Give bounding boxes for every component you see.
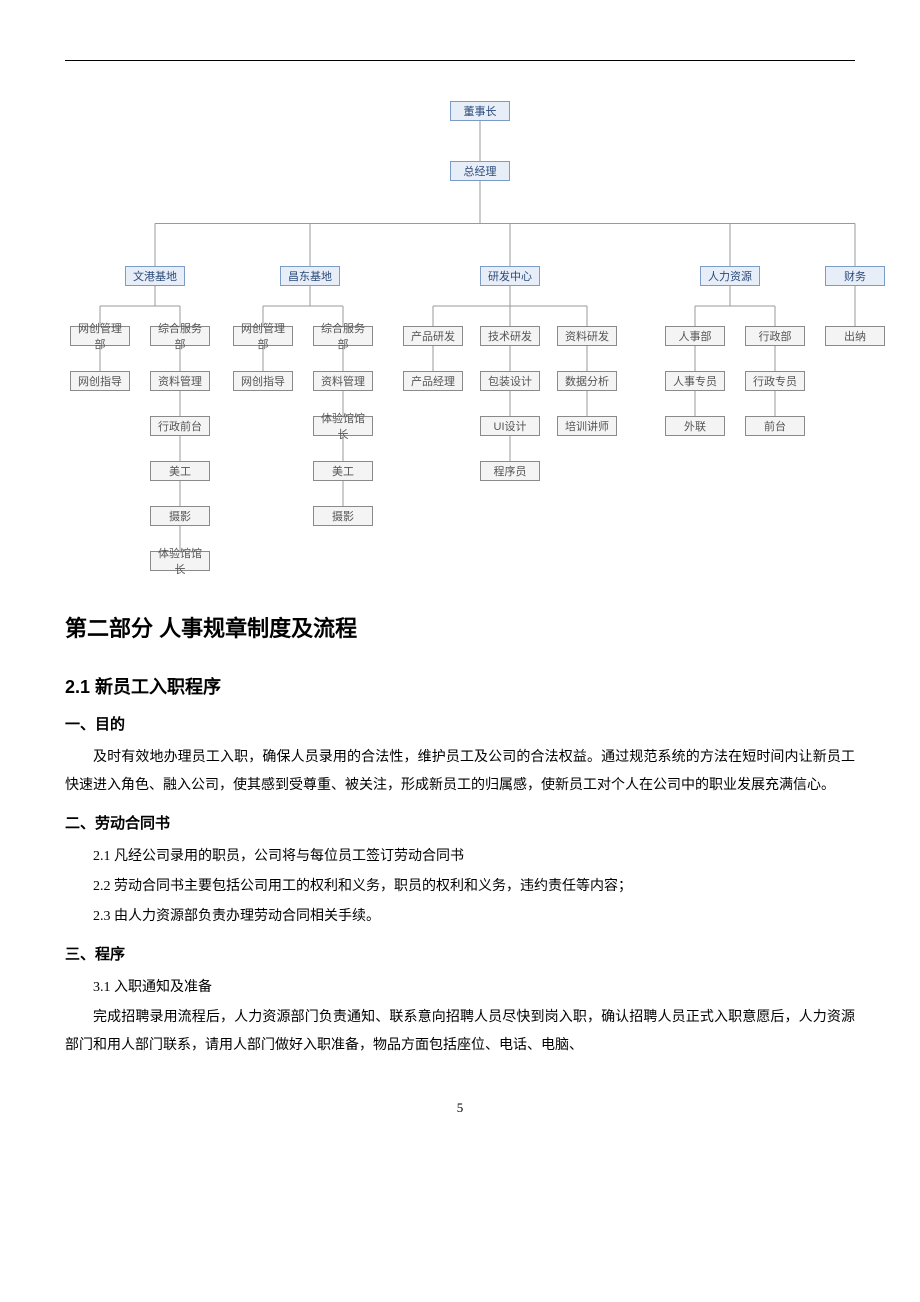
org-node: 美工 bbox=[150, 461, 210, 481]
org-node: 外联 bbox=[665, 416, 725, 436]
section-title: 第二部分 人事规章制度及流程 bbox=[65, 611, 855, 643]
org-node: 昌东基地 bbox=[280, 266, 340, 286]
org-node: 美工 bbox=[313, 461, 373, 481]
org-node: 体验馆馆长 bbox=[150, 551, 210, 571]
org-node: 网创指导 bbox=[233, 371, 293, 391]
li-2-3: 2.3 由人力资源部负责办理劳动合同相关手续。 bbox=[65, 903, 855, 931]
org-node: 网创管理部 bbox=[70, 326, 130, 346]
subsection-2-1: 2.1 新员工入职程序 bbox=[65, 673, 855, 699]
org-node: 人事专员 bbox=[665, 371, 725, 391]
org-node: 董事长 bbox=[450, 101, 510, 121]
org-node: 资料管理 bbox=[150, 371, 210, 391]
org-node: 培训讲师 bbox=[557, 416, 617, 436]
org-chart: 董事长总经理文港基地昌东基地研发中心人力资源财务网创管理部综合服务部网创指导资料… bbox=[50, 101, 870, 593]
org-node: 包装设计 bbox=[480, 371, 540, 391]
org-node: 综合服务部 bbox=[313, 326, 373, 346]
org-node: 财务 bbox=[825, 266, 885, 286]
para-purpose: 及时有效地办理员工入职，确保人员录用的合法性，维护员工及公司的合法权益。通过规范… bbox=[65, 744, 855, 800]
org-node: 程序员 bbox=[480, 461, 540, 481]
org-node: 研发中心 bbox=[480, 266, 540, 286]
heading-contract: 二、劳动合同书 bbox=[65, 812, 855, 833]
li-2-1: 2.1 凡经公司录用的职员，公司将与每位员工签订劳动合同书 bbox=[65, 843, 855, 871]
org-node: 前台 bbox=[745, 416, 805, 436]
org-node: 产品经理 bbox=[403, 371, 463, 391]
org-node: 总经理 bbox=[450, 161, 510, 181]
org-node: 文港基地 bbox=[125, 266, 185, 286]
org-node: 产品研发 bbox=[403, 326, 463, 346]
org-node: 数据分析 bbox=[557, 371, 617, 391]
org-node: 摄影 bbox=[150, 506, 210, 526]
org-node: 资料管理 bbox=[313, 371, 373, 391]
li-3-1: 3.1 入职通知及准备 bbox=[65, 974, 855, 1002]
org-node: 行政前台 bbox=[150, 416, 210, 436]
org-node: 网创指导 bbox=[70, 371, 130, 391]
heading-purpose: 一、目的 bbox=[65, 713, 855, 734]
org-node: 行政专员 bbox=[745, 371, 805, 391]
para-3-1: 完成招聘录用流程后，人力资源部门负责通知、联系意向招聘人员尽快到岗入职，确认招聘… bbox=[65, 1004, 855, 1060]
org-node: UI设计 bbox=[480, 416, 540, 436]
org-node: 技术研发 bbox=[480, 326, 540, 346]
org-node: 网创管理部 bbox=[233, 326, 293, 346]
li-2-2: 2.2 劳动合同书主要包括公司用工的权利和义务，职员的权利和义务，违约责任等内容… bbox=[65, 873, 855, 901]
org-node: 体验馆馆长 bbox=[313, 416, 373, 436]
top-rule bbox=[65, 60, 855, 61]
page-number: 5 bbox=[65, 1100, 855, 1116]
org-node: 综合服务部 bbox=[150, 326, 210, 346]
org-node: 行政部 bbox=[745, 326, 805, 346]
org-node: 人事部 bbox=[665, 326, 725, 346]
org-node: 摄影 bbox=[313, 506, 373, 526]
heading-procedure: 三、程序 bbox=[65, 943, 855, 964]
org-node: 资料研发 bbox=[557, 326, 617, 346]
org-node: 人力资源 bbox=[700, 266, 760, 286]
org-node: 出纳 bbox=[825, 326, 885, 346]
